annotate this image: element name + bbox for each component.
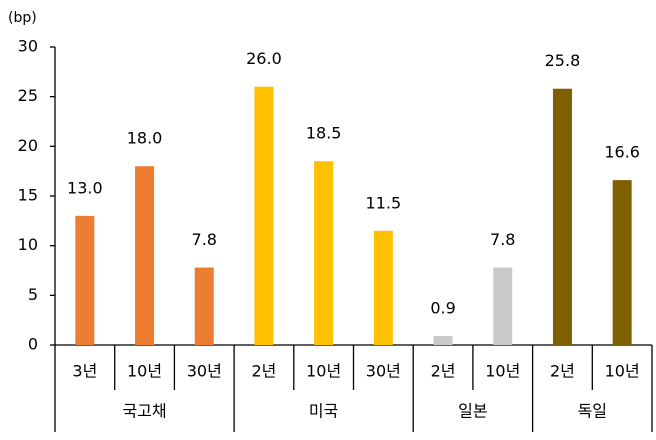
bar <box>194 267 214 345</box>
x-tick-label: 10년 <box>605 362 640 381</box>
bar <box>612 180 632 345</box>
bar <box>75 215 95 345</box>
y-tick-label: 25 <box>18 86 38 105</box>
y-tick-label: 30 <box>18 37 38 56</box>
group-label: 미국 <box>309 402 338 421</box>
value-label: 11.5 <box>366 193 402 212</box>
value-label: 26.0 <box>246 49 282 68</box>
value-label: 18.0 <box>127 129 163 148</box>
y-axis-label: (bp) <box>8 10 37 26</box>
value-label: 18.5 <box>306 124 342 143</box>
x-tick-label: 2년 <box>251 362 276 381</box>
value-label: 0.9 <box>430 299 455 318</box>
x-tick-label: 30년 <box>187 362 222 381</box>
x-tick-label: 30년 <box>366 362 401 381</box>
y-tick-label: 10 <box>18 235 38 254</box>
x-tick-label: 3년 <box>72 362 97 381</box>
bar <box>433 336 453 345</box>
group-label: 일본 <box>458 402 487 421</box>
x-tick-label: 10년 <box>127 362 162 381</box>
y-tick-label: 5 <box>28 285 38 304</box>
bar <box>314 161 334 345</box>
bar <box>493 267 513 345</box>
x-tick-label: 10년 <box>306 362 341 381</box>
x-tick-label: 2년 <box>550 362 575 381</box>
value-label: 16.6 <box>604 143 640 162</box>
bar <box>254 86 274 345</box>
bar <box>552 88 572 345</box>
group-label: 국고채 <box>122 402 166 421</box>
group-label: 독일 <box>578 402 607 421</box>
value-label: 7.8 <box>192 230 217 249</box>
value-label: 13.0 <box>67 178 103 197</box>
bar <box>373 230 393 345</box>
x-tick-label: 2년 <box>431 362 456 381</box>
x-tick-label: 10년 <box>485 362 520 381</box>
bar <box>135 166 155 345</box>
y-tick-label: 0 <box>28 335 38 354</box>
y-tick-label: 20 <box>18 136 38 155</box>
value-label: 25.8 <box>545 51 581 70</box>
y-tick-label: 15 <box>18 186 38 205</box>
value-label: 7.8 <box>490 230 515 249</box>
